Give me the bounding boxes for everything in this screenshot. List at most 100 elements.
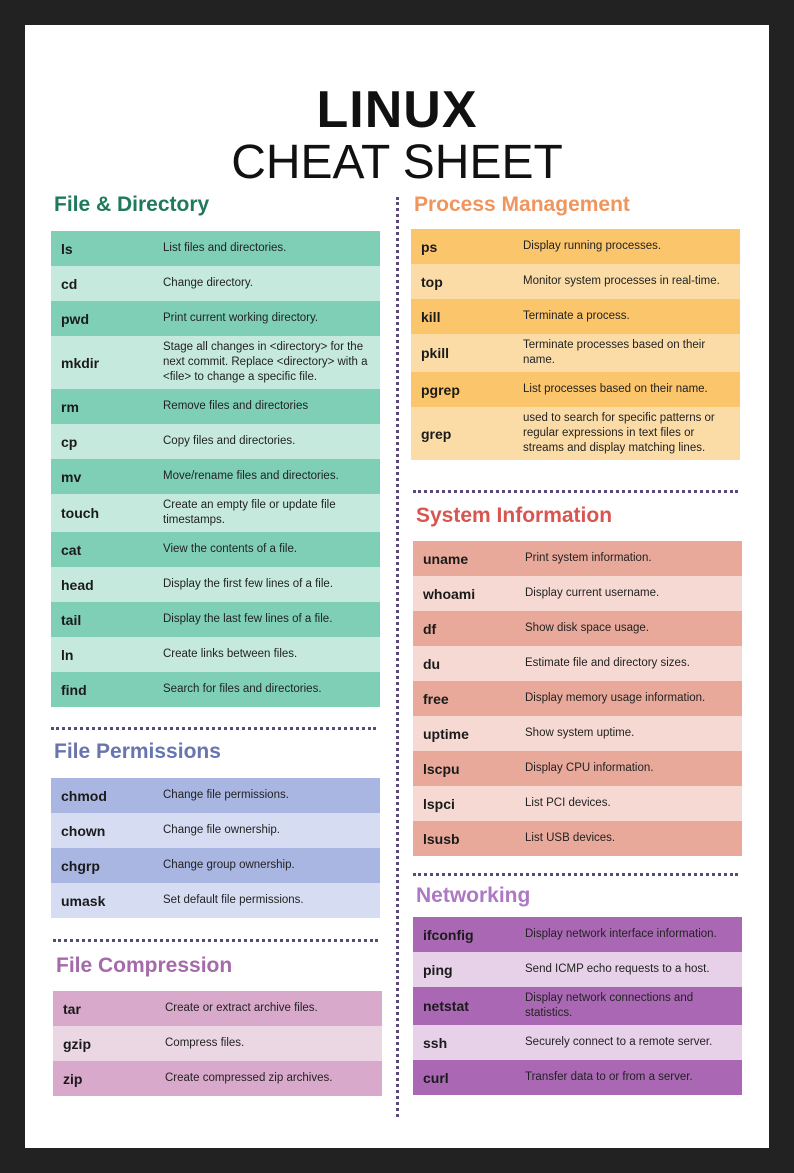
- section-divider: [51, 727, 376, 730]
- command-table: tar Create or extract archive files. gzip C…: [53, 991, 382, 1096]
- description: Display network interface information.: [525, 928, 717, 940]
- command: chgrp: [61, 857, 100, 874]
- command-row: uptime Show system uptime.: [413, 716, 742, 751]
- title: LINUX: [316, 81, 478, 139]
- description: View the contents of a file.: [163, 543, 298, 555]
- command: ls: [61, 240, 73, 257]
- description: Change file ownership.: [163, 824, 280, 836]
- command: du: [423, 655, 441, 672]
- command: pgrep: [421, 381, 460, 398]
- command-row: zip Create compressed zip archives.: [53, 1061, 382, 1096]
- command: pkill: [421, 345, 450, 361]
- description: Create compressed zip archives.: [165, 1072, 333, 1084]
- section-title: File & Directory: [54, 193, 210, 216]
- command-row: cp Copy files and directories.: [51, 424, 380, 459]
- command-row: head Display the first few lines of a fil…: [51, 567, 380, 602]
- description: Display CPU information.: [525, 762, 654, 774]
- command: top: [421, 273, 443, 290]
- description: Estimate file and directory sizes.: [525, 657, 690, 669]
- command: gzip: [63, 1035, 91, 1052]
- command-row: du Estimate file and directory sizes.: [413, 646, 742, 681]
- command-row: pkill Terminate processes based on their …: [411, 334, 740, 372]
- description: Search for files and directories.: [163, 683, 322, 695]
- command-row: pgrep List processes based on their name.: [411, 372, 740, 407]
- command-row: tar Create or extract archive files.: [53, 991, 382, 1026]
- section-divider: [53, 939, 378, 942]
- command-table: ls List files and directories. cd Change di…: [51, 231, 380, 707]
- command: grep: [421, 425, 452, 442]
- command: cp: [61, 433, 78, 450]
- command-row: uname Print system information.: [413, 541, 742, 576]
- command-row: whoami Display current username.: [413, 576, 742, 611]
- command-row: ping Send ICMP echo requests to a host.: [413, 952, 742, 987]
- command: mkdir: [61, 354, 100, 371]
- description: Display the last few lines of a file.: [163, 613, 333, 625]
- command: rm: [61, 398, 79, 415]
- command: free: [423, 690, 449, 707]
- command: kill: [421, 308, 441, 325]
- description: Change directory.: [163, 277, 253, 289]
- description: Create or extract archive files.: [165, 1002, 318, 1014]
- command-table: uname Print system information. whoami Disp…: [413, 541, 742, 856]
- cheat-sheet: LINUX CHEAT SHEET File & Directory ls List…: [25, 25, 769, 1148]
- command: cd: [61, 275, 78, 292]
- command: tar: [63, 1000, 81, 1017]
- description: Securely connect to a remote server.: [525, 1036, 713, 1048]
- command: lspci: [423, 795, 455, 812]
- command-row: mv Move/rename files and directories.: [51, 459, 380, 494]
- command-row: chmod Change file permissions.: [51, 778, 380, 813]
- description: Display current username.: [525, 587, 660, 599]
- description: Display memory usage information.: [525, 692, 706, 704]
- command: uptime: [423, 725, 469, 742]
- description: Create an empty file or update file time…: [163, 499, 336, 526]
- command-row: chgrp Change group ownership.: [51, 848, 380, 883]
- command-row: free Display memory usage information.: [413, 681, 742, 716]
- command-table: ifconfig Display network interface inform…: [413, 917, 742, 1095]
- command-row: tail Display the last few lines of a file…: [51, 602, 380, 637]
- command-row: ifconfig Display network interface inform…: [413, 917, 742, 952]
- command-row: lscpu Display CPU information.: [413, 751, 742, 786]
- description: Remove files and directories: [163, 400, 309, 412]
- description: Copy files and directories.: [163, 435, 296, 447]
- description: List files and directories.: [163, 242, 287, 254]
- command: whoami: [423, 585, 476, 602]
- command-row: curl Transfer data to or from a server.: [413, 1060, 742, 1095]
- description: Display running processes.: [523, 240, 662, 252]
- command-row: mkdir Stage all changes in <directory> fo…: [51, 336, 380, 389]
- column-divider: [396, 197, 399, 1117]
- command-table: ps Display running processes. top Monitor s…: [411, 229, 740, 460]
- command-row: pwd Print current working directory.: [51, 301, 380, 336]
- command-row: lsusb List USB devices.: [413, 821, 742, 856]
- command: find: [61, 681, 87, 698]
- description: Terminate a process.: [523, 310, 630, 322]
- command: umask: [61, 892, 106, 909]
- description: List processes based on their name.: [523, 383, 708, 395]
- command-row: df Show disk space usage.: [413, 611, 742, 646]
- command: df: [423, 620, 437, 637]
- command: head: [61, 576, 94, 593]
- description: Set default file permissions.: [163, 894, 304, 906]
- command: lsusb: [423, 830, 460, 847]
- section-title: File Compression: [56, 954, 233, 977]
- section-title: Process Management: [414, 193, 630, 216]
- description: Display network connections and statisti…: [525, 992, 694, 1019]
- command-row: rm Remove files and directories: [51, 389, 380, 424]
- command-row: gzip Compress files.: [53, 1026, 382, 1061]
- command: ifconfig: [423, 926, 474, 943]
- command-row: touch Create an empty file or update file…: [51, 494, 380, 532]
- section-title: Networking: [416, 884, 531, 907]
- description: Compress files.: [165, 1037, 245, 1049]
- command: lscpu: [423, 760, 460, 777]
- section-title: File Permissions: [54, 740, 221, 763]
- command-row: top Monitor system processes in real-time…: [411, 264, 740, 299]
- command-row: chown Change file ownership.: [51, 813, 380, 848]
- command: ping: [423, 961, 453, 978]
- command-row: ln Create links between files.: [51, 637, 380, 672]
- description: List USB devices.: [525, 832, 616, 844]
- description: Show system uptime.: [525, 727, 635, 739]
- command: netstat: [423, 998, 469, 1014]
- command: zip: [63, 1070, 83, 1087]
- command-row: cat View the contents of a file.: [51, 532, 380, 567]
- command-row: netstat Display network connections and s…: [413, 987, 742, 1025]
